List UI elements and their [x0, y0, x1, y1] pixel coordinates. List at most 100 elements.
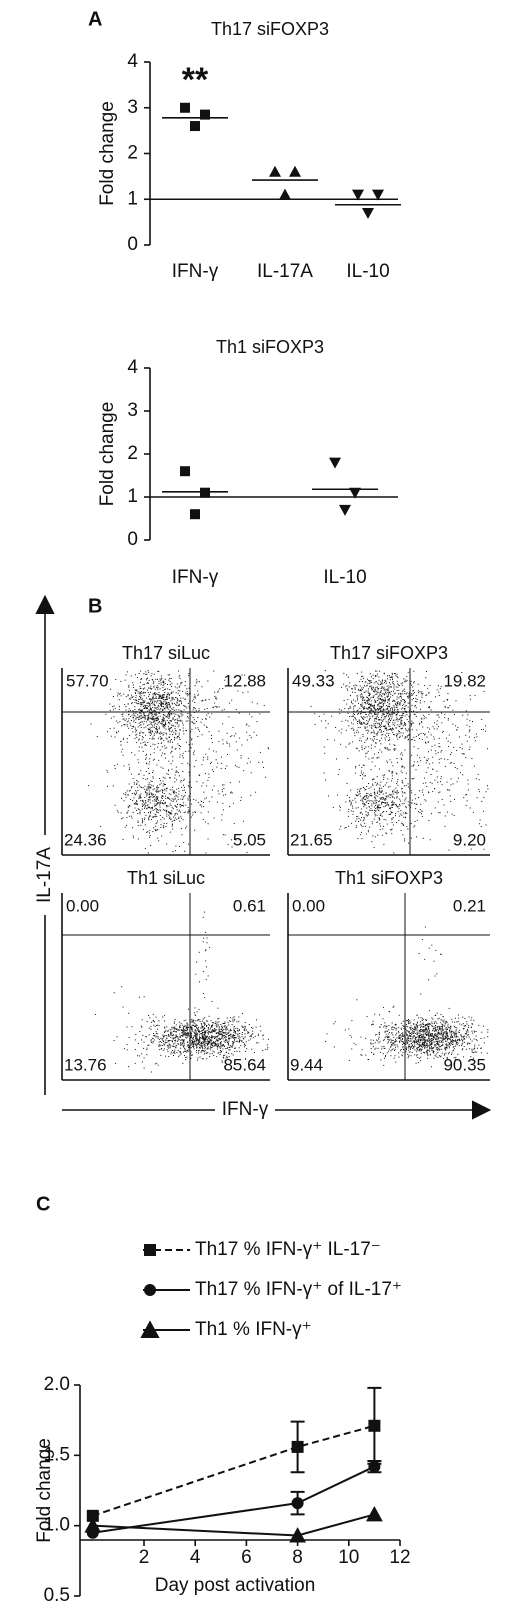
y-tick-label: 1: [127, 188, 138, 209]
flow-event: [180, 1029, 182, 1031]
flow-event: [156, 678, 158, 680]
flow-event: [392, 679, 394, 681]
flow-event: [374, 725, 376, 727]
flow-event: [372, 715, 374, 717]
flow-event: [412, 738, 414, 740]
flow-event: [415, 808, 417, 810]
flow-event: [228, 1030, 230, 1032]
flow-event: [401, 803, 403, 805]
flow-event: [149, 687, 151, 689]
flow-event: [180, 699, 182, 701]
flow-event: [126, 794, 128, 796]
flow-event: [220, 1033, 222, 1035]
flow-event: [122, 817, 124, 819]
flow-event: [387, 694, 389, 696]
flow-event: [174, 1028, 176, 1030]
flow-event: [126, 812, 128, 814]
flow-event: [154, 809, 156, 811]
flow-event: [384, 700, 386, 702]
flow-event: [391, 801, 393, 803]
flow-event: [186, 1056, 188, 1058]
flow-event: [418, 1047, 420, 1049]
flow-event: [187, 797, 189, 799]
flow-event: [402, 824, 404, 826]
flow-event: [204, 1033, 206, 1035]
flow-event: [164, 801, 166, 803]
flow-event: [229, 1017, 231, 1019]
flow-event: [415, 769, 417, 771]
flow-event: [162, 785, 164, 787]
flow-event: [467, 783, 469, 785]
flow-event: [367, 723, 369, 725]
flow-event: [140, 695, 142, 697]
flow-event: [163, 822, 165, 824]
flow-event: [132, 800, 134, 802]
flow-event: [355, 820, 357, 822]
flow-event: [170, 1033, 172, 1035]
flow-event: [212, 1044, 214, 1046]
flow-event: [139, 811, 141, 813]
flow-event: [169, 710, 171, 712]
flow-event: [198, 729, 200, 731]
flow-event: [418, 723, 420, 725]
flow-event: [362, 675, 364, 677]
flow-event: [166, 707, 168, 709]
flow-event: [385, 802, 387, 804]
flow-event: [141, 1039, 143, 1041]
flow-event: [141, 691, 143, 693]
flow-event: [183, 1020, 185, 1022]
y-tick-label: 1: [127, 486, 138, 507]
flow-event: [180, 798, 182, 800]
flow-event: [168, 679, 170, 681]
flow-event: [373, 818, 375, 820]
flow-event: [147, 692, 149, 694]
flow-event: [144, 788, 146, 790]
flow-event: [132, 684, 134, 686]
flow-event: [386, 736, 388, 738]
flow-event: [174, 1039, 176, 1041]
flow-event: [396, 707, 398, 709]
flow-event: [192, 1024, 194, 1026]
flow-event: [154, 816, 156, 818]
flow-event: [182, 730, 184, 732]
flow-event: [168, 712, 170, 714]
flow-event: [222, 784, 224, 786]
flow-event: [381, 801, 383, 803]
flow-event: [158, 737, 160, 739]
flow-event: [154, 707, 156, 709]
flow-event: [388, 770, 390, 772]
flow-event: [166, 704, 168, 706]
flow-event: [378, 684, 380, 686]
flow-event: [372, 739, 374, 741]
flow-event: [143, 1047, 145, 1049]
flow-event: [184, 1050, 186, 1052]
flow-event: [396, 790, 398, 792]
flow-event: [381, 734, 383, 736]
flow-event: [235, 741, 237, 743]
flow-event: [225, 1031, 227, 1033]
flow-event: [118, 699, 120, 701]
flow-event: [167, 773, 169, 775]
flow-event: [243, 1038, 245, 1040]
flow-event: [152, 710, 154, 712]
flow-event: [150, 699, 152, 701]
flow-event: [417, 1048, 419, 1050]
flow-event: [150, 729, 152, 731]
flow-event: [400, 696, 402, 698]
flow-event: [389, 713, 391, 715]
flow-event: [219, 1042, 221, 1044]
flow-event: [223, 1032, 225, 1034]
flow-event: [155, 707, 157, 709]
flow-event: [380, 698, 382, 700]
flow-event: [202, 1026, 204, 1028]
flow-event: [235, 764, 237, 766]
flow-event: [404, 840, 406, 842]
flow-event: [385, 819, 387, 821]
flow-event: [424, 734, 426, 736]
flow-event: [375, 681, 377, 683]
flow-event: [151, 698, 153, 700]
flow-event: [191, 1030, 193, 1032]
flow-event: [408, 692, 410, 694]
flow-event: [160, 704, 162, 706]
flow-event: [128, 790, 130, 792]
